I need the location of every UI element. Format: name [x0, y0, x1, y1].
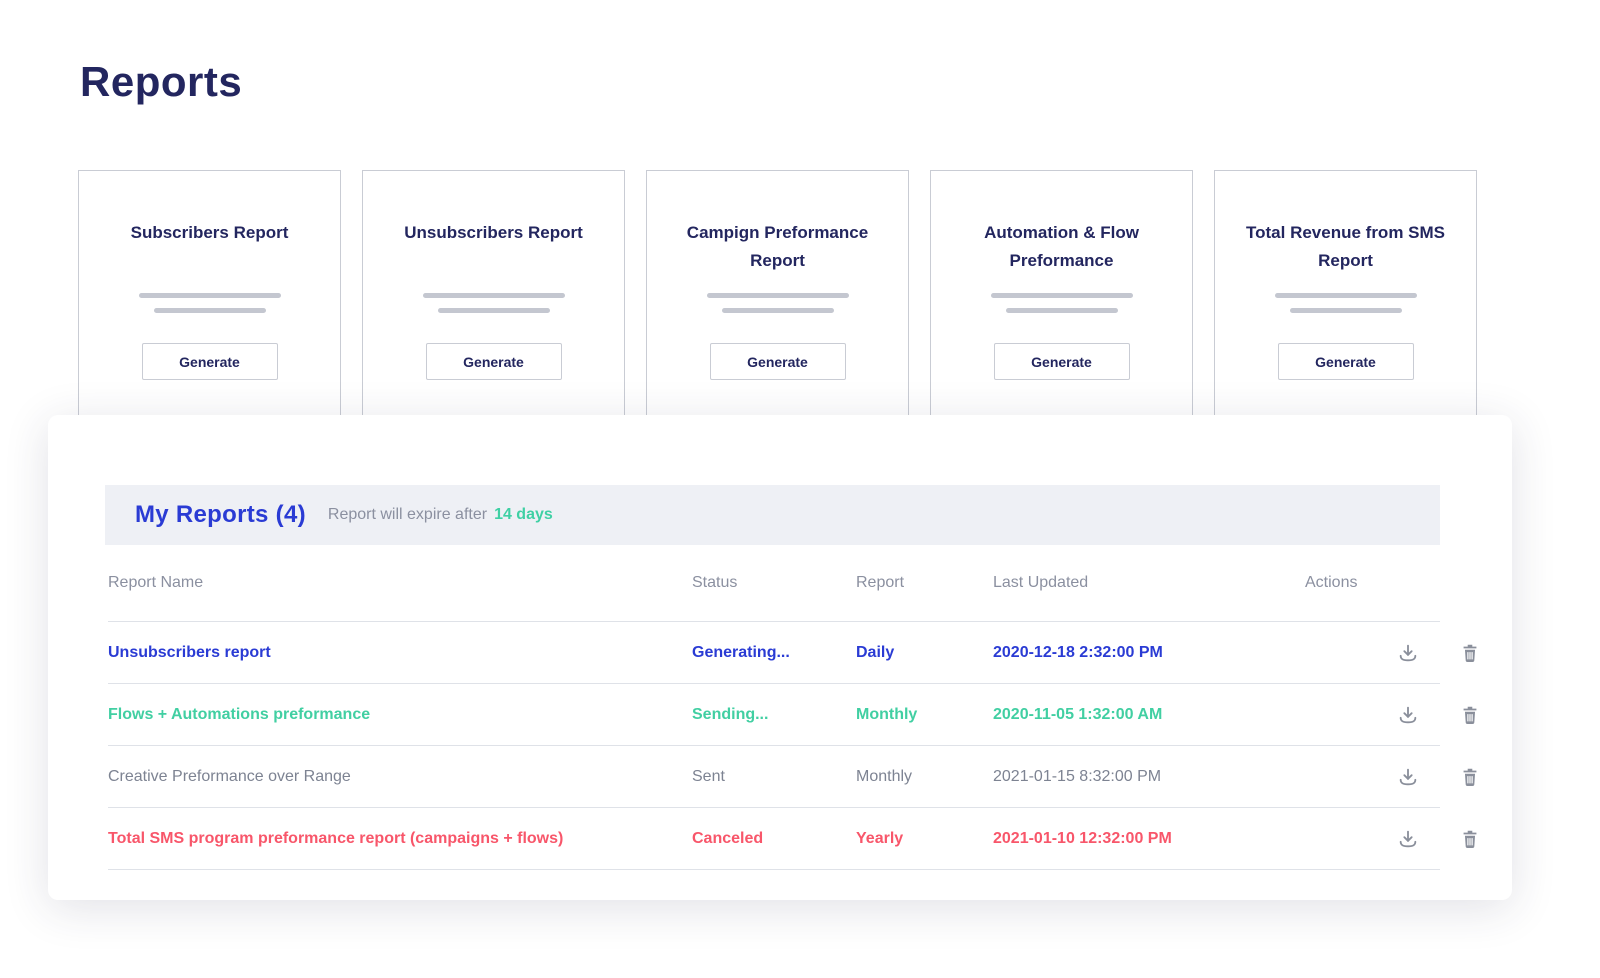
download-button[interactable] [1397, 642, 1419, 664]
delete-button[interactable] [1459, 828, 1481, 850]
column-header-last-updated: Last Updated [993, 574, 1089, 591]
card-title: Total Revenue from SMS Report [1246, 223, 1445, 270]
my-reports-header: My Reports (4) Report will expire after … [105, 485, 1440, 545]
reports-table: Report Name Status Report Last Updated A… [108, 545, 1477, 870]
trash-icon [1463, 830, 1477, 848]
delete-button[interactable] [1459, 704, 1481, 726]
report-frequency: Monthly [856, 767, 913, 785]
generate-button[interactable]: Generate [141, 343, 278, 380]
delete-button[interactable] [1459, 766, 1481, 788]
report-name[interactable]: Creative Preformance over Range [108, 767, 351, 785]
table-row: Flows + Automations preformance Sending.… [108, 684, 1477, 746]
card-title: Subscribers Report [130, 223, 289, 242]
generate-button[interactable]: Generate [1277, 343, 1414, 380]
download-icon [1399, 706, 1417, 723]
my-reports-panel: My Reports (4) Report will expire after … [48, 415, 1512, 900]
column-header-report: Report [856, 574, 905, 591]
download-button[interactable] [1397, 704, 1419, 726]
report-frequency: Monthly [856, 705, 918, 723]
download-icon [1399, 768, 1417, 785]
trash-icon [1463, 706, 1477, 724]
report-name[interactable]: Unsubscribers report [108, 643, 271, 661]
report-status: Canceled [692, 829, 764, 847]
my-reports-title: My Reports (4) [135, 501, 306, 528]
table-header-row: Report Name Status Report Last Updated A… [108, 545, 1440, 622]
generate-button[interactable]: Generate [993, 343, 1130, 380]
skeleton-line [437, 308, 550, 313]
skeleton-line [721, 308, 834, 313]
report-last-updated: 2020-11-05 1:32:00 AM [993, 705, 1163, 723]
report-name[interactable]: Flows + Automations preformance [108, 705, 371, 723]
column-header-actions: Actions [1305, 574, 1358, 591]
row-actions [1305, 828, 1481, 850]
skeleton-line [1274, 293, 1417, 298]
report-status: Sending... [692, 705, 769, 723]
page-title: Reports [80, 58, 243, 105]
delete-button[interactable] [1459, 642, 1481, 664]
report-last-updated: 2020-12-18 2:32:00 PM [993, 643, 1163, 661]
row-actions [1305, 642, 1481, 664]
download-button[interactable] [1397, 828, 1419, 850]
report-name[interactable]: Total SMS program preformance report (ca… [108, 829, 564, 847]
report-status: Generating... [692, 643, 790, 661]
skeleton-line [990, 293, 1133, 298]
report-status: Sent [692, 767, 725, 785]
trash-icon [1463, 768, 1477, 786]
row-actions [1305, 766, 1481, 788]
column-header-status: Status [692, 574, 738, 591]
download-button[interactable] [1397, 766, 1419, 788]
table-row: Creative Preformance over Range Sent Mon… [108, 746, 1477, 808]
skeleton-line [153, 308, 266, 313]
download-icon [1399, 830, 1417, 847]
trash-icon [1463, 644, 1477, 662]
table-row: Total SMS program preformance report (ca… [108, 808, 1477, 870]
skeleton-line [1005, 308, 1118, 313]
skeleton-line [422, 293, 565, 298]
report-frequency: Yearly [856, 829, 904, 847]
skeleton-line [138, 293, 281, 298]
row-actions [1305, 704, 1481, 726]
expire-days-value: 14 days [494, 506, 553, 523]
skeleton-line [706, 293, 849, 298]
expire-note: Report will expire after [327, 506, 488, 523]
table-row: Unsubscribers report Generating... Daily… [108, 622, 1477, 684]
card-title: Campign Preformance Report [686, 223, 869, 270]
report-frequency: Daily [856, 643, 895, 661]
report-last-updated: 2021-01-10 12:32:00 PM [993, 829, 1172, 847]
card-automation-flow-performance: Automation & Flow Preformance Generate [930, 170, 1193, 470]
generate-button[interactable]: Generate [425, 343, 562, 380]
download-icon [1399, 644, 1417, 661]
report-last-updated: 2021-01-15 8:32:00 PM [993, 767, 1162, 785]
card-title: Automation & Flow Preformance [984, 223, 1139, 270]
generate-button[interactable]: Generate [709, 343, 846, 380]
column-header-report-name: Report Name [108, 574, 204, 591]
skeleton-line [1289, 308, 1402, 313]
card-title: Unsubscribers Report [404, 223, 583, 242]
